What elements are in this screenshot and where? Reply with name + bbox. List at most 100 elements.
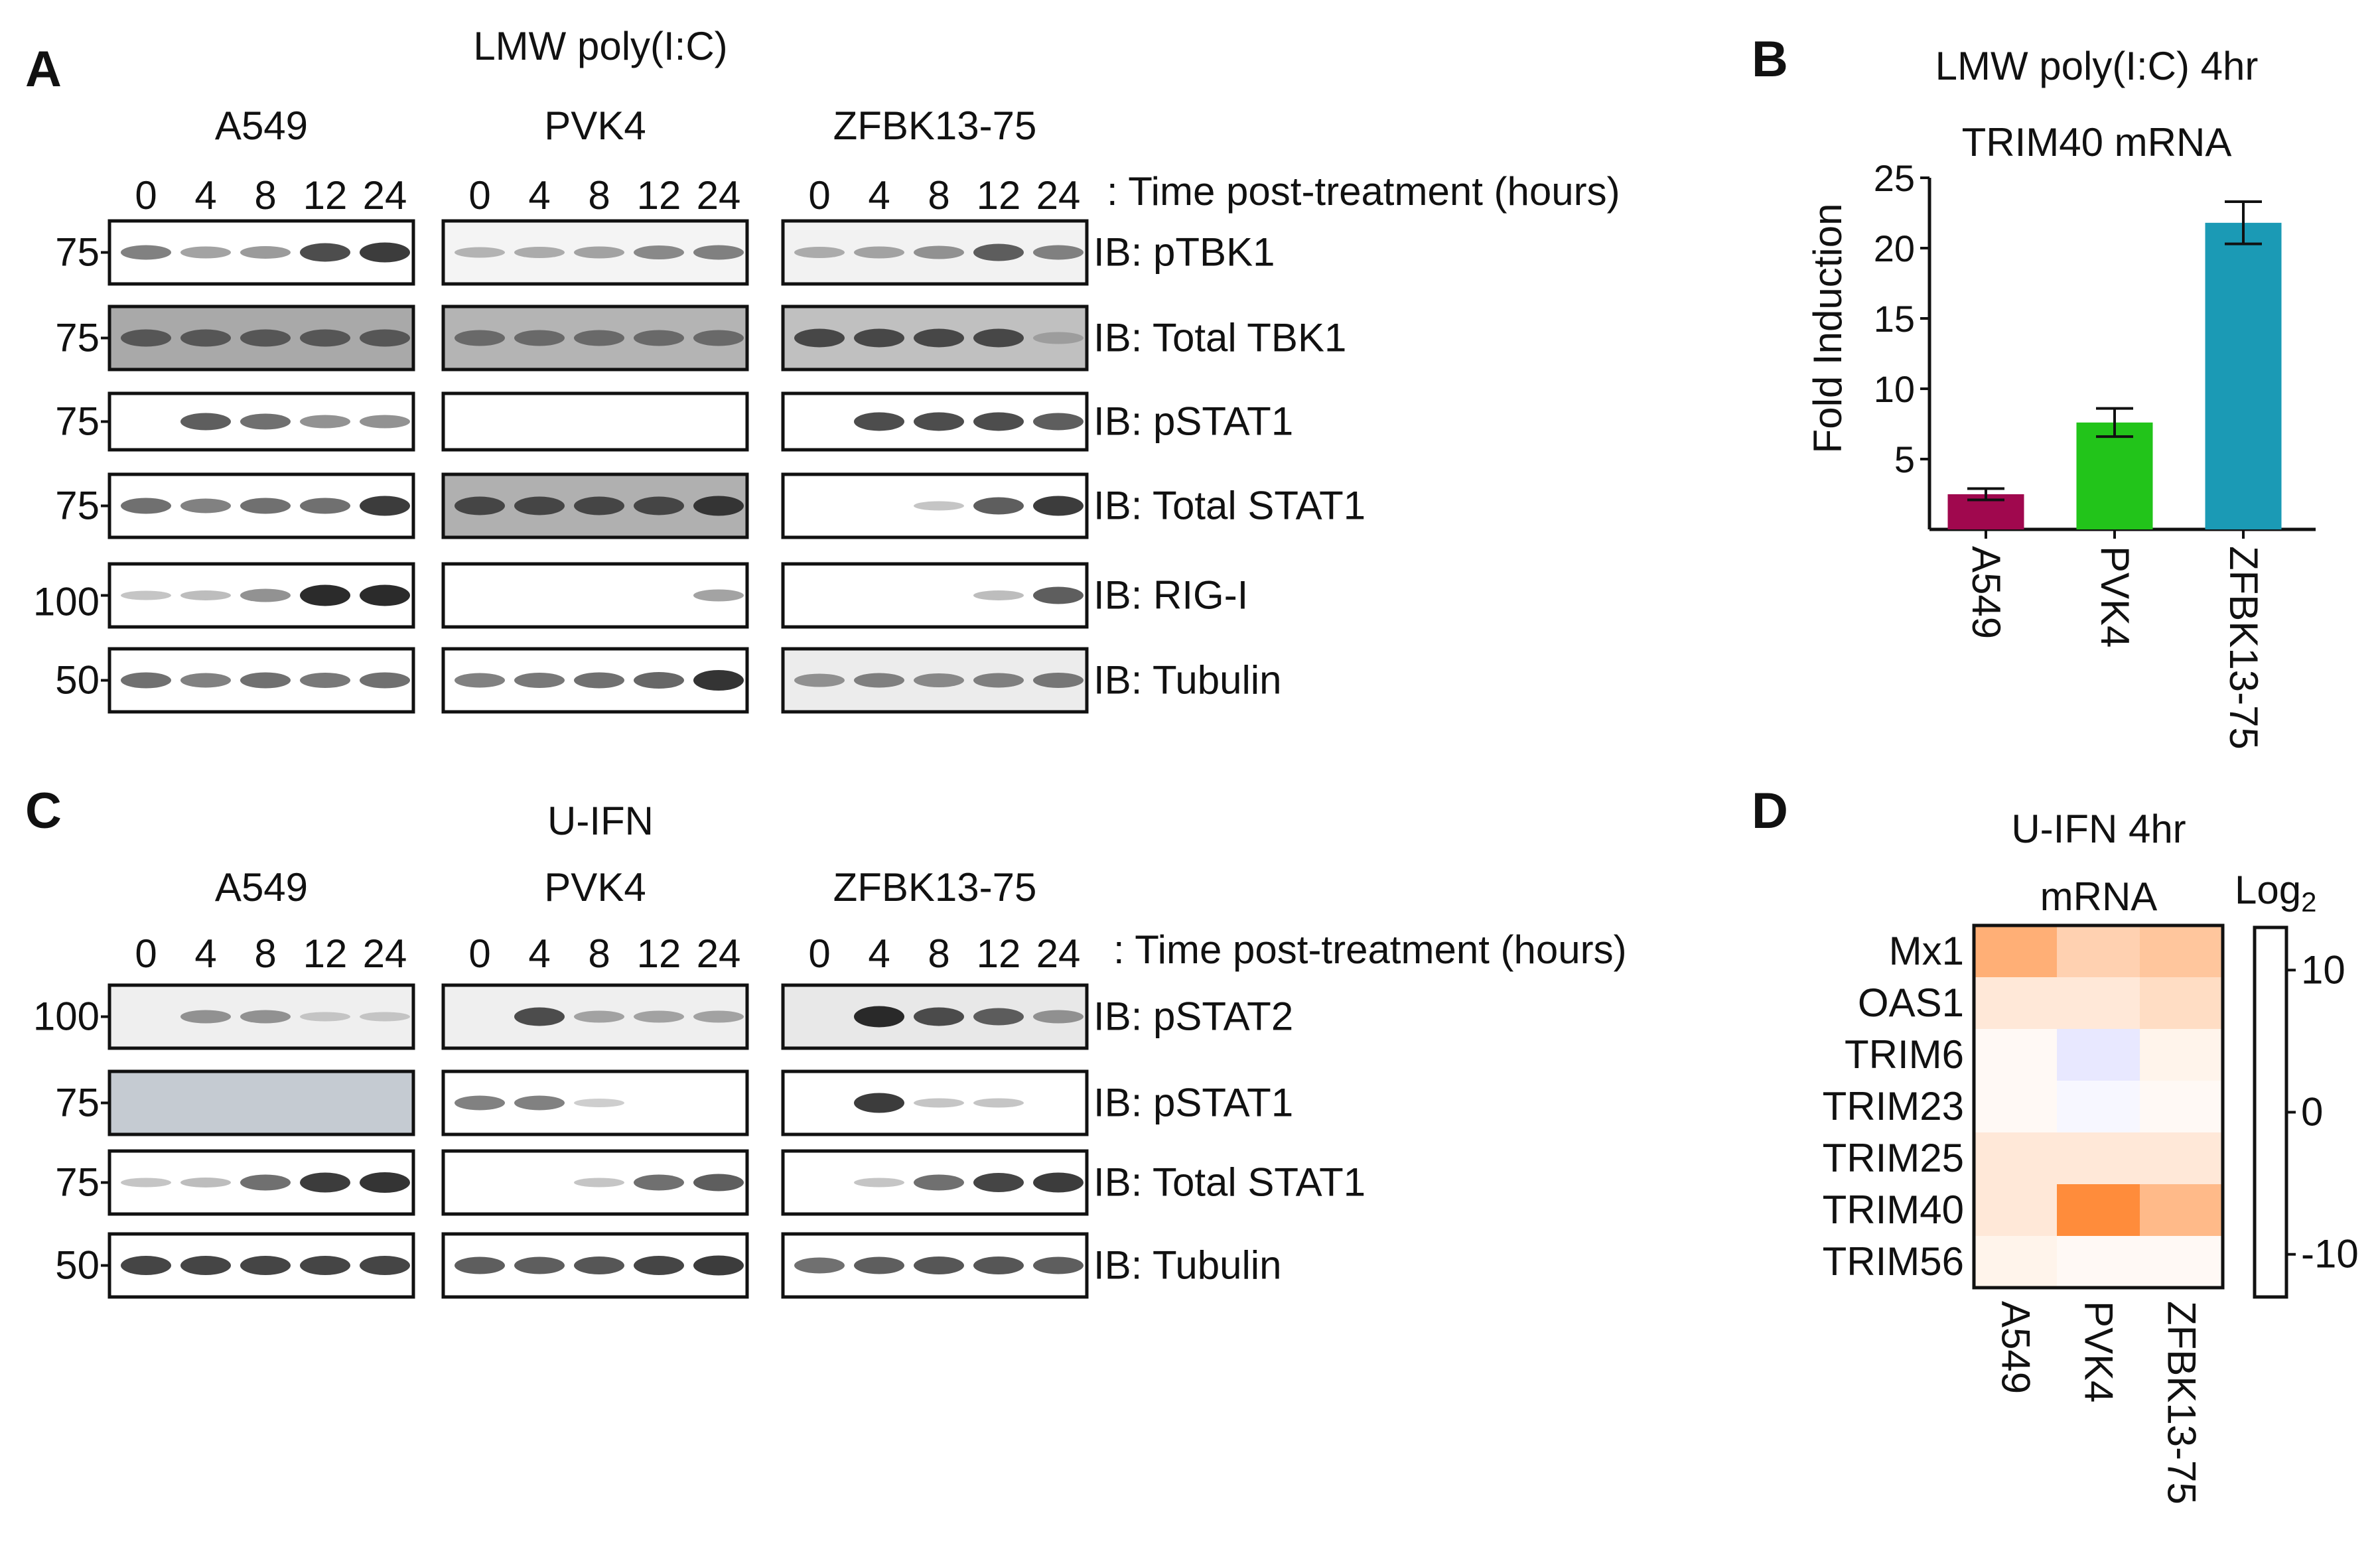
protein-band [240,246,291,259]
protein-band [973,590,1024,600]
molecular-weight-label: 100 [33,994,100,1039]
chart-b-title: LMW poly(I:C) 4hr [1935,44,2259,88]
protein-band [240,1174,291,1191]
protein-band [973,497,1024,515]
protein-band [914,1007,964,1026]
protein-band [455,1256,505,1274]
protein-band [1033,496,1084,516]
protein-band [121,1256,171,1275]
chart-d-subtitle: mRNA [2040,874,2158,919]
protein-band [693,1255,744,1276]
protein-band [514,673,565,688]
protein-band [300,498,350,514]
time-point-label: 4 [868,173,890,218]
protein-band [973,1173,1024,1192]
time-point-label: 12 [303,931,348,976]
heatmap-cell [2140,1184,2223,1236]
colorbar-label-sub: 2 [2301,886,2316,917]
chart-b-ylabel: Fold Induction [1805,204,1850,454]
heatmap-row-label: Mx1 [1889,929,1964,973]
protein-band [1033,1256,1084,1274]
protein-band [574,496,624,515]
protein-band [514,330,565,346]
protein-band [634,496,684,515]
protein-band [973,1008,1024,1026]
protein-band [693,589,744,602]
panel-c-title: U-IFN [547,799,654,843]
protein-band [180,1010,231,1024]
heatmap-frame [1972,923,2225,1290]
cell-line-label: ZFBK13-75 [833,865,1037,910]
protein-band [693,245,744,260]
heatmap-cell [2140,1132,2223,1184]
protein-band [360,1256,410,1275]
protein-band [300,329,350,347]
protein-band [300,1256,350,1275]
time-point-label: 24 [697,173,741,218]
y-tick-label: 20 [1874,228,1915,269]
time-point-label: 0 [468,931,490,976]
protein-band [574,1010,624,1023]
protein-band [854,328,904,348]
heatmap-cell [1974,1184,2057,1236]
immunoblot-label: IB: pSTAT2 [1093,994,1293,1039]
protein-band [455,1095,505,1111]
time-point-label: 12 [977,173,1021,218]
immunoblot-label: IB: RIG-I [1093,573,1248,618]
x-tick-label: PVK4 [2093,546,2137,647]
protein-band [574,672,624,689]
time-point-label: 0 [808,173,830,218]
heatmap-row-label: TRIM6 [1845,1032,1964,1077]
protein-band [693,496,744,516]
protein-band [360,672,410,689]
cell-line-label: A549 [215,865,308,910]
heatmap-cell [1974,1081,2057,1132]
protein-band [300,673,350,688]
cell-line-label: PVK4 [544,103,646,148]
y-tick-label: 15 [1874,298,1915,340]
molecular-weight-label: 75 [55,484,100,528]
panel-label-a: A [25,41,62,98]
protein-band [180,329,231,347]
heatmap-column-label: A549 [1994,1301,2038,1394]
time-point-label: 12 [637,931,681,976]
protein-band [1033,673,1084,688]
protein-band [1033,245,1084,260]
protein-band [914,501,964,511]
protein-band [360,496,410,516]
protein-band [240,1010,291,1024]
heatmap-cell [2057,1132,2140,1184]
panel-label-b: B [1752,31,1788,88]
protein-band [180,590,231,600]
time-point-label: 8 [588,931,610,976]
protein-band [914,1256,964,1274]
protein-band [854,1178,904,1188]
time-point-label: 4 [194,931,216,976]
immunoblot-label: IB: Tubulin [1093,658,1282,703]
protein-band [794,673,845,687]
time-point-label: 24 [1036,173,1081,218]
panel-label-d: D [1752,783,1788,839]
protein-band [180,498,231,513]
cell-line-label: PVK4 [544,865,646,910]
protein-band [240,588,291,602]
y-tick-label: 10 [1874,368,1915,410]
panel-a-title: LMW poly(I:C) [473,24,727,68]
time-point-label: 24 [363,173,407,218]
heatmap-cell [1974,1132,2057,1184]
protein-band [693,670,744,691]
cell-line-label: A549 [215,103,308,148]
protein-band [121,245,171,260]
time-point-label: 0 [808,931,830,976]
immunoblot-label: IB: Tubulin [1093,1243,1282,1288]
protein-band [360,415,410,429]
protein-band [360,329,410,347]
time-point-label: 12 [303,173,348,218]
protein-band [634,1256,684,1275]
protein-band [300,1012,350,1022]
protein-band [514,1256,565,1274]
heatmap-cell [2140,977,2223,1029]
protein-band [914,245,964,259]
